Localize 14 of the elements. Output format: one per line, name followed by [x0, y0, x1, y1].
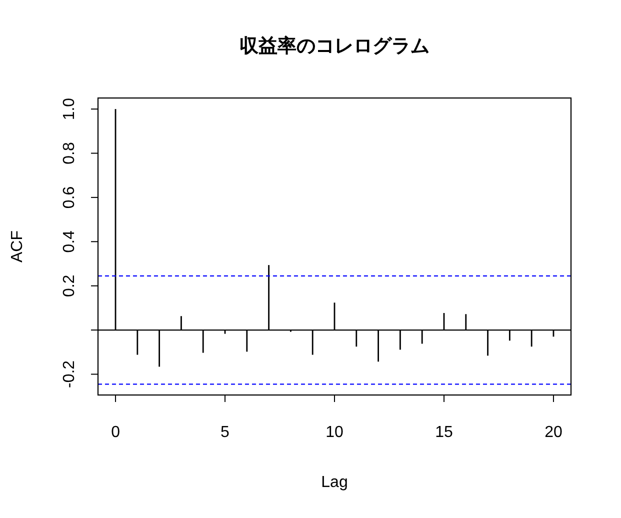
y-tick-label: 0.4 [61, 230, 78, 253]
y-tick-label: 0.6 [61, 186, 78, 209]
chart-title: 収益率のコレログラム [240, 35, 430, 57]
x-tick-label: 5 [220, 424, 230, 441]
x-axis-title: Lag [321, 474, 348, 491]
x-tick-label: 15 [435, 424, 453, 441]
y-tick-label: 0.8 [61, 142, 78, 164]
x-tick-label: 10 [326, 424, 344, 441]
y-tick-label: -0.2 [61, 360, 78, 388]
x-tick-label: 0 [111, 424, 120, 441]
y-tick-label: 0.2 [61, 274, 78, 297]
x-tick-label: 20 [544, 424, 562, 441]
y-axis-title: ACF [9, 230, 26, 262]
y-tick-label: 1.0 [61, 98, 78, 120]
